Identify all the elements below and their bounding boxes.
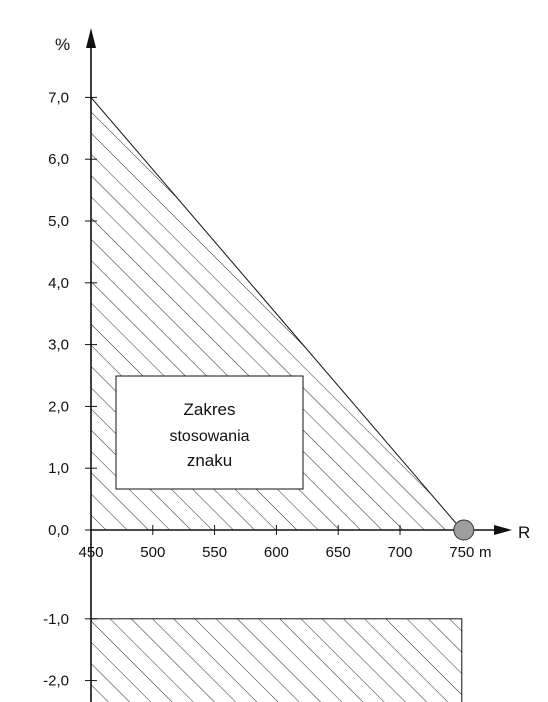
annotation-line-1: Zakres: [184, 400, 236, 419]
y-axis-label: %: [55, 35, 70, 54]
y-tick-label: 2,0: [48, 398, 69, 415]
y-tick-label: 1,0: [48, 460, 69, 477]
annotation-line-3: znaku: [187, 451, 232, 470]
x-tick-label: 650: [326, 544, 351, 561]
lower-hatched-region: [90, 618, 463, 702]
x-ticks: 450 500 550 600 650 700 750: [78, 525, 474, 561]
y-tick-label: 4,0: [48, 275, 69, 292]
x-axis-arrow: [494, 525, 512, 535]
x-tick-label: 750: [449, 544, 474, 561]
x-axis-unit: m: [479, 544, 492, 561]
y-axis-arrow: [86, 28, 96, 48]
y-tick-label: 0,0: [48, 522, 69, 539]
y-tick-label: 3,0: [48, 337, 69, 354]
y-tick-label: 5,0: [48, 213, 69, 230]
x-axis-label: R: [518, 523, 530, 542]
y-tick-label: -1,0: [43, 611, 69, 628]
y-tick-label: 6,0: [48, 151, 69, 168]
y-ticks: 7,06,05,04,03,02,01,00,0-1,0-2,0-2,5: [43, 89, 97, 690]
annotation-line-2: stosowania: [169, 428, 249, 445]
annotation-box: [115, 375, 304, 490]
x-tick-label: 550: [202, 544, 227, 561]
x-tick-label: 700: [387, 544, 412, 561]
y-tick-label: -2,0: [43, 673, 69, 690]
y-tick-label: 7,0: [48, 89, 69, 106]
x-tick-label: 600: [264, 544, 289, 561]
x-tick-label: 450: [78, 544, 103, 561]
x-tick-label: 500: [140, 544, 165, 561]
end-point-marker: [453, 519, 475, 541]
